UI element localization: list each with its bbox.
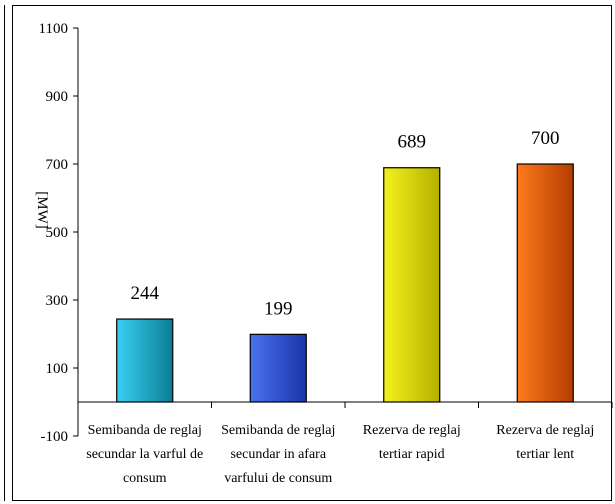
chart-frame	[12, 5, 612, 501]
bar	[249, 333, 307, 403]
y-tick-label: -100	[41, 429, 69, 445]
y-axis-title: [MW]	[34, 191, 50, 229]
category-label: Rezerva de reglaj tertiar lent	[496, 423, 594, 462]
category-label-line: Rezerva de reglaj	[496, 423, 594, 438]
data-label: 199	[264, 298, 293, 319]
y-axis: -100 100 300 500 700 900 1100	[39, 21, 79, 445]
category-label-line: tertiar lent	[516, 447, 574, 462]
category-label-line: secundar in afara	[230, 447, 326, 462]
category-label: Rezerva de reglaj tertiar rapid	[363, 423, 461, 462]
x-axis: Semibanda de reglaj secundar la varful de…	[77, 401, 613, 486]
y-tick-label: 900	[46, 89, 69, 105]
category-label: Semibanda de reglaj secundar in afara varf…	[221, 423, 335, 486]
y-tick-label: 1100	[39, 21, 68, 37]
left-border-line	[4, 5, 5, 501]
y-tick-label: 500	[46, 225, 69, 241]
data-labels: 244 199 689 700	[131, 128, 560, 319]
y-tick-label: 700	[46, 157, 69, 173]
category-label-line: secundar la varful de	[86, 447, 203, 462]
bar	[383, 167, 441, 403]
bars	[116, 163, 574, 403]
bar	[516, 163, 574, 403]
data-label: 244	[131, 283, 160, 304]
category-label-line: Semibanda de reglaj	[221, 423, 335, 438]
category-label-line: tertiar rapid	[379, 447, 445, 462]
data-label: 700	[531, 128, 560, 149]
data-label: 689	[398, 132, 427, 153]
category-label-line: consum	[123, 471, 167, 486]
bar	[116, 318, 174, 403]
category-label: Semibanda de reglaj secundar la varful de…	[86, 423, 203, 486]
category-label-line: Rezerva de reglaj	[363, 423, 461, 438]
category-label-line: varfului de consum	[224, 471, 332, 486]
y-tick-label: 100	[46, 361, 69, 377]
category-label-line: Semibanda de reglaj	[88, 423, 202, 438]
y-tick-label: 300	[46, 293, 69, 309]
